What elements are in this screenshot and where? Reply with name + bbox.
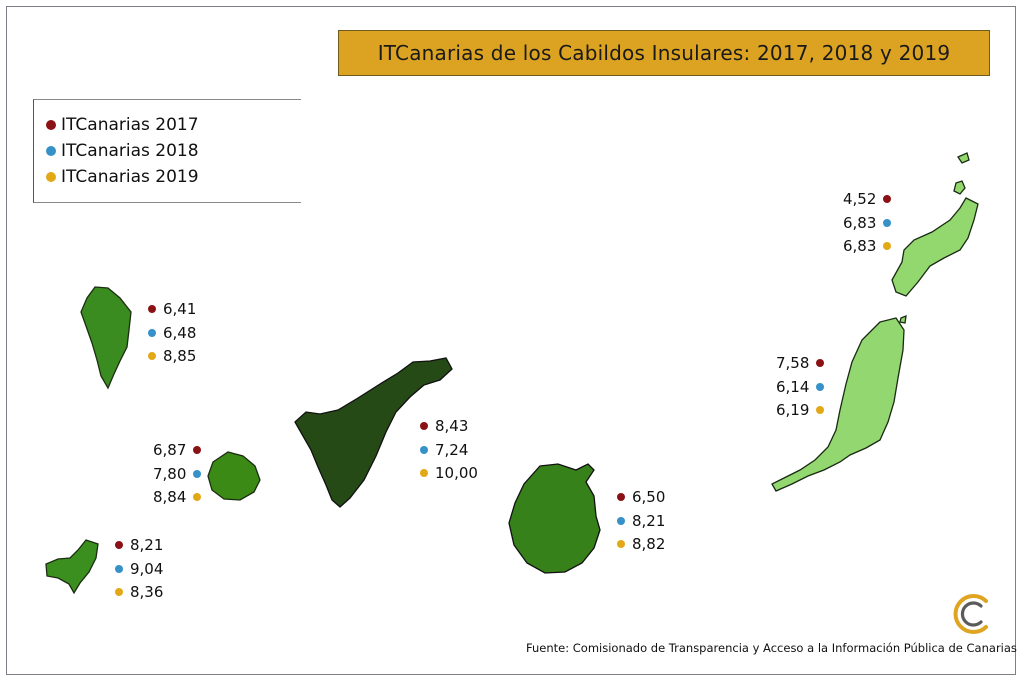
tenerife-value-2019: 10,00 [420,464,478,482]
dot-2018-icon [148,329,156,337]
lanzarote-value-2019: 6,83 [843,237,892,255]
dot-2017-icon [883,195,892,203]
dot-2019-icon [148,352,156,360]
island-lanzarote[interactable] [891,152,979,297]
dot-2019-icon [617,540,625,548]
value-text: 8,84 [153,488,187,506]
dot-2017-icon [193,446,202,454]
legend-label-2017: ITCanarias 2017 [61,115,199,135]
dot-2018-icon [883,219,892,227]
value-text: 9,04 [130,560,164,578]
la-gomera-value-2019: 8,84 [153,488,202,506]
island-el-hierro[interactable] [45,539,99,595]
fuerteventura-value-2017: 7,58 [776,354,825,372]
value-text: 6,83 [843,214,877,232]
value-text: 6,50 [632,488,666,506]
el-hierro-value-2017: 8,21 [115,536,163,554]
dot-2017-icon [148,305,156,313]
value-text: 4,52 [843,190,877,208]
dot-2018-icon [420,446,428,454]
el-hierro-value-2018: 9,04 [115,560,163,578]
legend: ITCanarias 2017 ITCanarias 2018 ITCanari… [33,99,301,203]
value-text: 8,21 [632,512,666,530]
transparency-c-logo-icon [953,594,988,634]
page-title: ITCanarias de los Cabildos Insulares: 20… [377,41,951,65]
legend-dot-2018-icon [46,146,56,156]
value-text: 8,82 [632,535,666,553]
lanzarote-value-2018: 6,83 [843,214,892,232]
fuerteventura-value-2018: 6,14 [776,378,825,396]
dot-2017-icon [115,541,123,549]
legend-item-2018: ITCanarias 2018 [46,141,199,161]
value-text: 8,43 [435,417,469,435]
dot-2019-icon [420,469,428,477]
island-la-palma[interactable] [80,286,132,390]
la-gomera-value-2017: 6,87 [153,441,202,459]
value-text: 6,83 [843,237,877,255]
tenerife-value-2018: 7,24 [420,441,468,459]
value-text: 8,85 [163,347,197,365]
legend-label-2019: ITCanarias 2019 [61,167,199,187]
value-text: 6,19 [776,401,810,419]
value-text: 7,58 [776,354,810,372]
dot-2018-icon [617,517,625,525]
source-note: Fuente: Comisionado de Transparencia y A… [526,641,1017,655]
lanzarote-value-2017: 4,52 [843,190,892,208]
dot-2019-icon [115,588,123,596]
legend-dot-2019-icon [46,172,56,182]
island-tenerife[interactable] [294,357,453,508]
dot-2017-icon [617,493,625,501]
island-gran-canaria[interactable] [508,463,601,574]
dot-2019-icon [883,242,892,250]
dot-2018-icon [115,565,123,573]
gran-canaria-value-2019: 8,82 [617,535,665,553]
island-fuerteventura[interactable] [771,314,907,492]
fuerteventura-value-2019: 6,19 [776,401,825,419]
gran-canaria-value-2017: 6,50 [617,488,665,506]
value-text: 6,48 [163,324,197,342]
dot-2019-icon [816,406,825,414]
la-gomera-value-2018: 7,80 [153,465,202,483]
value-text: 7,80 [153,465,187,483]
legend-item-2017: ITCanarias 2017 [46,115,199,135]
gran-canaria-value-2018: 8,21 [617,512,665,530]
value-text: 6,14 [776,378,810,396]
la-palma-value-2019: 8,85 [148,347,196,365]
value-text: 8,21 [130,536,164,554]
dot-2018-icon [193,470,202,478]
legend-item-2019: ITCanarias 2019 [46,167,199,187]
island-la-gomera[interactable] [207,451,261,501]
value-text: 10,00 [435,464,478,482]
legend-label-2018: ITCanarias 2018 [61,141,199,161]
dot-2017-icon [816,359,825,367]
dot-2019-icon [193,493,202,501]
title-box: ITCanarias de los Cabildos Insulares: 20… [338,30,990,76]
value-text: 7,24 [435,441,469,459]
dot-2017-icon [420,422,428,430]
tenerife-value-2017: 8,43 [420,417,468,435]
legend-dot-2017-icon [46,120,56,130]
el-hierro-value-2019: 8,36 [115,583,163,601]
dot-2018-icon [816,383,825,391]
la-palma-value-2018: 6,48 [148,324,196,342]
value-text: 6,87 [153,441,187,459]
value-text: 8,36 [130,583,164,601]
la-palma-value-2017: 6,41 [148,300,196,318]
value-text: 6,41 [163,300,197,318]
